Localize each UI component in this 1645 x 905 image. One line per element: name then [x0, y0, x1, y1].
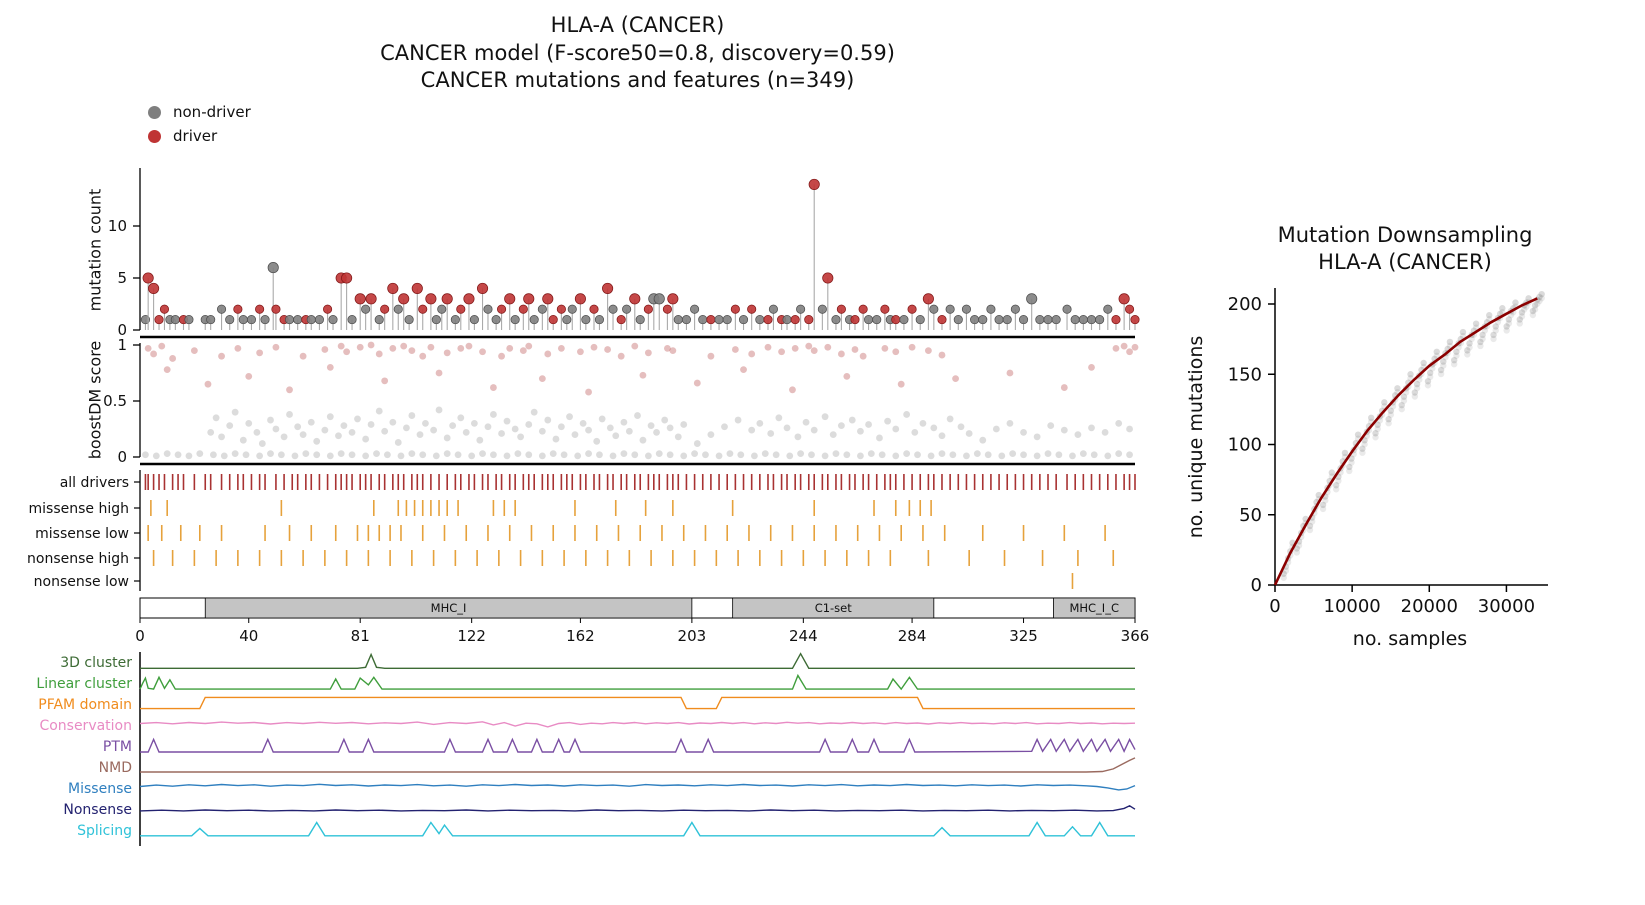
title-line-1: HLA-A (CANCER) [550, 13, 725, 37]
domain-bar-panel: MHC_I C1-set MHC_I_C 0 40 81 122 162 203 244 284 32… [135, 597, 1150, 645]
legend-item-driver: driver [148, 124, 251, 148]
svg-text:122: 122 [457, 627, 486, 645]
downsampling-x-axis-label: no. samples [1352, 628, 1468, 650]
svg-text:Linear cluster: Linear cluster [36, 676, 132, 692]
legend-label-nondriver: non-driver [173, 103, 251, 121]
legend-item-nondriver: non-driver [148, 100, 251, 124]
mutation-count-axis-label: mutation count [85, 188, 105, 312]
svg-text:Missense: Missense [68, 781, 132, 797]
svg-text:0.5: 0.5 [103, 392, 127, 410]
svg-text:20000: 20000 [1401, 596, 1458, 617]
svg-text:244: 244 [789, 627, 818, 645]
svg-text:Splicing: Splicing [77, 823, 132, 839]
svg-text:5: 5 [117, 269, 127, 287]
svg-text:PFAM domain: PFAM domain [38, 697, 132, 713]
svg-text:284: 284 [898, 627, 927, 645]
svg-text:1: 1 [117, 336, 127, 354]
svg-text:30000: 30000 [1478, 596, 1535, 617]
downsampling-title-line-1: Mutation Downsampling [1277, 223, 1533, 247]
svg-text:MHC_I_C: MHC_I_C [1069, 601, 1119, 615]
svg-text:10: 10 [108, 217, 127, 235]
svg-text:162: 162 [566, 627, 595, 645]
svg-text:0: 0 [117, 448, 127, 466]
svg-text:missense low: missense low [35, 526, 129, 542]
svg-text:C1-set: C1-set [815, 601, 853, 615]
figure-title: HLA-A (CANCER) CANCER model (F-score50=0… [140, 12, 1135, 95]
svg-text:0: 0 [117, 321, 127, 339]
svg-text:0: 0 [135, 627, 145, 645]
svg-text:0: 0 [1269, 596, 1280, 617]
legend-label-driver: driver [173, 127, 218, 145]
svg-text:150: 150 [1228, 364, 1262, 385]
nondriver-marker-icon [148, 105, 161, 119]
title-line-3: CANCER mutations and features (n=349) [420, 68, 855, 93]
boostdm-score-axis-label: boostDM score [85, 340, 105, 460]
svg-text:325: 325 [1009, 627, 1038, 645]
svg-text:Conservation: Conservation [39, 718, 132, 734]
svg-text:3D cluster: 3D cluster [60, 655, 132, 671]
svg-text:50: 50 [1239, 505, 1262, 526]
svg-text:Nonsense: Nonsense [63, 802, 132, 818]
svg-text:100: 100 [1228, 435, 1262, 456]
svg-text:366: 366 [1121, 627, 1150, 645]
legend: non-driver driver [148, 100, 251, 148]
driver-marker-icon [148, 129, 161, 143]
driver-tracks-panel: all drivers missense high missense low nons… [27, 470, 1136, 591]
svg-text:81: 81 [351, 627, 370, 645]
svg-text:nonsense low: nonsense low [34, 574, 129, 590]
svg-text:10000: 10000 [1324, 596, 1381, 617]
svg-text:203: 203 [678, 627, 707, 645]
svg-text:40: 40 [239, 627, 258, 645]
feature-tracks-panel: 3D cluster Linear cluster PFAM domain Conse… [36, 652, 1136, 846]
downsampling-title-line-2: HLA-A (CANCER) [1318, 250, 1492, 275]
downsampling-y-axis-label: no. unique mutations [1185, 335, 1207, 539]
svg-text:200: 200 [1228, 294, 1262, 315]
svg-text:all drivers: all drivers [60, 475, 129, 491]
svg-text:MHC_I: MHC_I [431, 601, 467, 615]
svg-text:NMD: NMD [99, 760, 132, 776]
boostdm-score-panel: 00.51 [103, 336, 1139, 466]
svg-text:missense high: missense high [29, 501, 129, 517]
svg-text:PTM: PTM [103, 739, 132, 755]
svg-text:nonsense high: nonsense high [27, 551, 129, 567]
svg-text:0: 0 [1251, 575, 1262, 596]
downsampling-chart: 0 10000 20000 30000 0 50 100 150 200 [1228, 288, 1548, 617]
mutation-count-panel: 0 5 10 [108, 168, 1140, 339]
downsampling-title: Mutation Downsampling HLA-A (CANCER) [1278, 222, 1533, 277]
title-line-2: CANCER model (F-score50=0.8, discovery=0… [380, 40, 895, 65]
